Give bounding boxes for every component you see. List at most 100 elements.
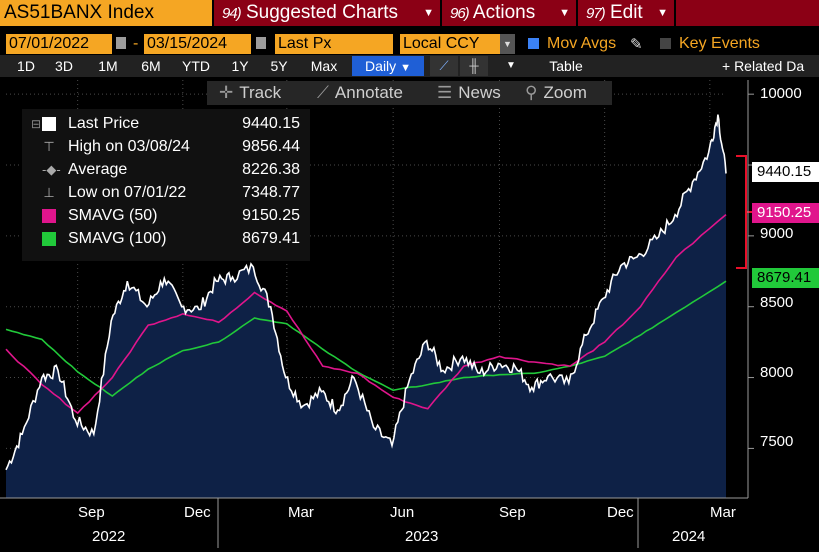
news-tool[interactable]: ☰ News bbox=[437, 81, 501, 105]
x-month-label: Sep bbox=[78, 504, 105, 521]
annotate-tool[interactable]: ⟋ Annotate bbox=[317, 81, 403, 105]
annotate-line-icon: ⟋ bbox=[317, 83, 329, 102]
range-button-3d[interactable]: 3D bbox=[55, 58, 73, 74]
x-month-label: Dec bbox=[184, 504, 211, 521]
frequency-select[interactable]: Daily ▼ bbox=[352, 56, 424, 76]
date-separator: - bbox=[133, 35, 139, 52]
collapse-icon[interactable]: ⊟ bbox=[31, 117, 42, 131]
edit-menu[interactable]: 97) Edit ▼ bbox=[578, 0, 674, 26]
range-bracket-path bbox=[736, 155, 752, 269]
edit-label: Edit bbox=[609, 2, 643, 23]
range-toolbar: 1D 3D 1M 6M YTD 1Y 5Y Max Daily ▼ ⟋ ╫ ▼ … bbox=[0, 55, 819, 77]
currency-select[interactable]: Local CCY bbox=[400, 34, 500, 54]
frequency-label: Daily bbox=[365, 58, 397, 74]
sma50-line bbox=[5, 213, 727, 415]
legend-value: 8679.41 bbox=[242, 230, 300, 247]
low-marker-icon: ⊥ bbox=[43, 185, 55, 200]
end-date-field[interactable]: 03/15/2024 bbox=[144, 34, 251, 54]
key-events-label: Key Events bbox=[679, 35, 760, 52]
sma100-line bbox=[5, 280, 727, 397]
chevron-down-icon[interactable]: ▼ bbox=[500, 34, 515, 54]
table-button[interactable]: Table bbox=[549, 58, 583, 74]
range-button-5y[interactable]: 5Y bbox=[270, 58, 288, 74]
y-tick-label: 7500 bbox=[760, 433, 794, 450]
legend-value: 9856.44 bbox=[242, 138, 300, 155]
chevron-down-icon: ▼ bbox=[400, 62, 411, 74]
sma100-tag: 8679.41 bbox=[752, 268, 819, 288]
crosshair-icon: ✛ bbox=[219, 83, 234, 102]
legend-name: Low on 07/01/22 bbox=[68, 184, 187, 201]
y-tick-label: 8000 bbox=[760, 364, 794, 381]
x-year-label: 2022 bbox=[92, 528, 126, 545]
legend-name: SMAVG (50) bbox=[68, 207, 158, 224]
range-button-6m[interactable]: 6M bbox=[141, 58, 161, 74]
range-button-1y[interactable]: 1Y bbox=[231, 58, 249, 74]
sma50-tag: 9150.25 bbox=[752, 203, 819, 223]
range-button-1m[interactable]: 1M bbox=[98, 58, 118, 74]
start-date-field[interactable]: 07/01/2022 bbox=[6, 34, 112, 54]
related-data-button[interactable]: + Related Da bbox=[722, 58, 805, 74]
zoom-icon: ⚲ bbox=[525, 83, 538, 102]
x-month-label: Jun bbox=[390, 504, 415, 521]
chart-axes bbox=[0, 80, 754, 548]
chevron-down-icon: ▼ bbox=[559, 7, 570, 19]
mov-avgs-checkbox[interactable] bbox=[528, 38, 539, 49]
suggested-charts-label: Suggested Charts bbox=[245, 2, 399, 23]
calendar-icon[interactable] bbox=[116, 37, 126, 49]
chevron-down-icon[interactable]: ▼ bbox=[506, 60, 516, 71]
legend-row-high[interactable]: ⊤ High on 03/08/24 9856.44 bbox=[22, 136, 310, 158]
y-tick-label: 9000 bbox=[760, 225, 794, 242]
last-price-swatch bbox=[42, 117, 56, 131]
command-bar: AS51BANX Index 94) Suggested Charts ▼ 96… bbox=[0, 0, 819, 26]
candlestick-icon[interactable]: ╫ bbox=[460, 56, 488, 76]
suggested-charts-menu[interactable]: 94) Suggested Charts ▼ bbox=[214, 0, 440, 26]
legend-value: 9440.15 bbox=[242, 115, 300, 132]
legend-value: 9150.25 bbox=[242, 207, 300, 224]
legend-row-average[interactable]: -◆- Average 8226.38 bbox=[22, 159, 310, 181]
pencil-icon[interactable]: ✎ bbox=[630, 36, 643, 53]
range-button-max[interactable]: Max bbox=[310, 58, 338, 74]
actions-menu[interactable]: 96) Actions ▼ bbox=[442, 0, 576, 26]
security-ticker-field[interactable]: AS51BANX Index bbox=[0, 0, 212, 26]
legend-name: Average bbox=[68, 161, 128, 178]
edit-number: 97) bbox=[586, 5, 606, 22]
track-tool[interactable]: ✛ Track bbox=[219, 81, 281, 105]
chart-tools-bar: ✛ Track ⟋ Annotate ☰ News ⚲ Zoom bbox=[207, 81, 612, 105]
calendar-icon[interactable] bbox=[256, 37, 266, 49]
annotate-label: Annotate bbox=[334, 83, 403, 102]
x-month-label: Mar bbox=[288, 504, 314, 521]
line-chart-icon[interactable]: ⟋ bbox=[430, 56, 458, 76]
legend-name: Last Price bbox=[68, 115, 140, 132]
legend-value: 8226.38 bbox=[242, 161, 300, 178]
actions-number: 96) bbox=[450, 5, 470, 22]
key-events-checkbox[interactable] bbox=[660, 38, 671, 49]
legend-value: 7348.77 bbox=[242, 184, 300, 201]
zoom-tool[interactable]: ⚲ Zoom bbox=[525, 81, 587, 105]
range-button-1d[interactable]: 1D bbox=[17, 58, 35, 74]
x-year-label: 2024 bbox=[672, 528, 706, 545]
last-price-area bbox=[6, 114, 726, 498]
suggested-charts-number: 94) bbox=[222, 5, 242, 22]
legend-row-sma100[interactable]: SMAVG (100) 8679.41 bbox=[22, 228, 310, 250]
command-bar-filler bbox=[676, 0, 819, 26]
legend-row-sma50[interactable]: SMAVG (50) 9150.25 bbox=[22, 205, 310, 227]
y-tick-label: 8500 bbox=[760, 294, 794, 311]
track-label: Track bbox=[239, 83, 282, 102]
x-year-label: 2023 bbox=[405, 528, 439, 545]
actions-label: Actions bbox=[472, 2, 536, 23]
sma50-swatch bbox=[42, 209, 56, 223]
legend-row-low[interactable]: ⊥ Low on 07/01/22 7348.77 bbox=[22, 182, 310, 204]
high-marker-icon: ⊤ bbox=[43, 139, 55, 154]
legend-name: SMAVG (100) bbox=[68, 230, 167, 247]
chart-legend: ⊟ Last Price 9440.15 ⊤ High on 03/08/24 … bbox=[22, 109, 310, 261]
price-field-select[interactable]: Last Px bbox=[275, 34, 393, 54]
x-month-label: Sep bbox=[499, 504, 526, 521]
last-price-tag: 9440.15 bbox=[752, 162, 819, 182]
y-tick-label: 10000 bbox=[760, 85, 802, 102]
range-button-ytd[interactable]: YTD bbox=[182, 58, 210, 74]
news-label: News bbox=[458, 83, 501, 102]
sma100-swatch bbox=[42, 232, 56, 246]
legend-row-last-price[interactable]: ⊟ Last Price 9440.15 bbox=[22, 113, 310, 135]
mov-avgs-label: Mov Avgs bbox=[547, 35, 617, 52]
news-icon: ☰ bbox=[437, 83, 453, 102]
